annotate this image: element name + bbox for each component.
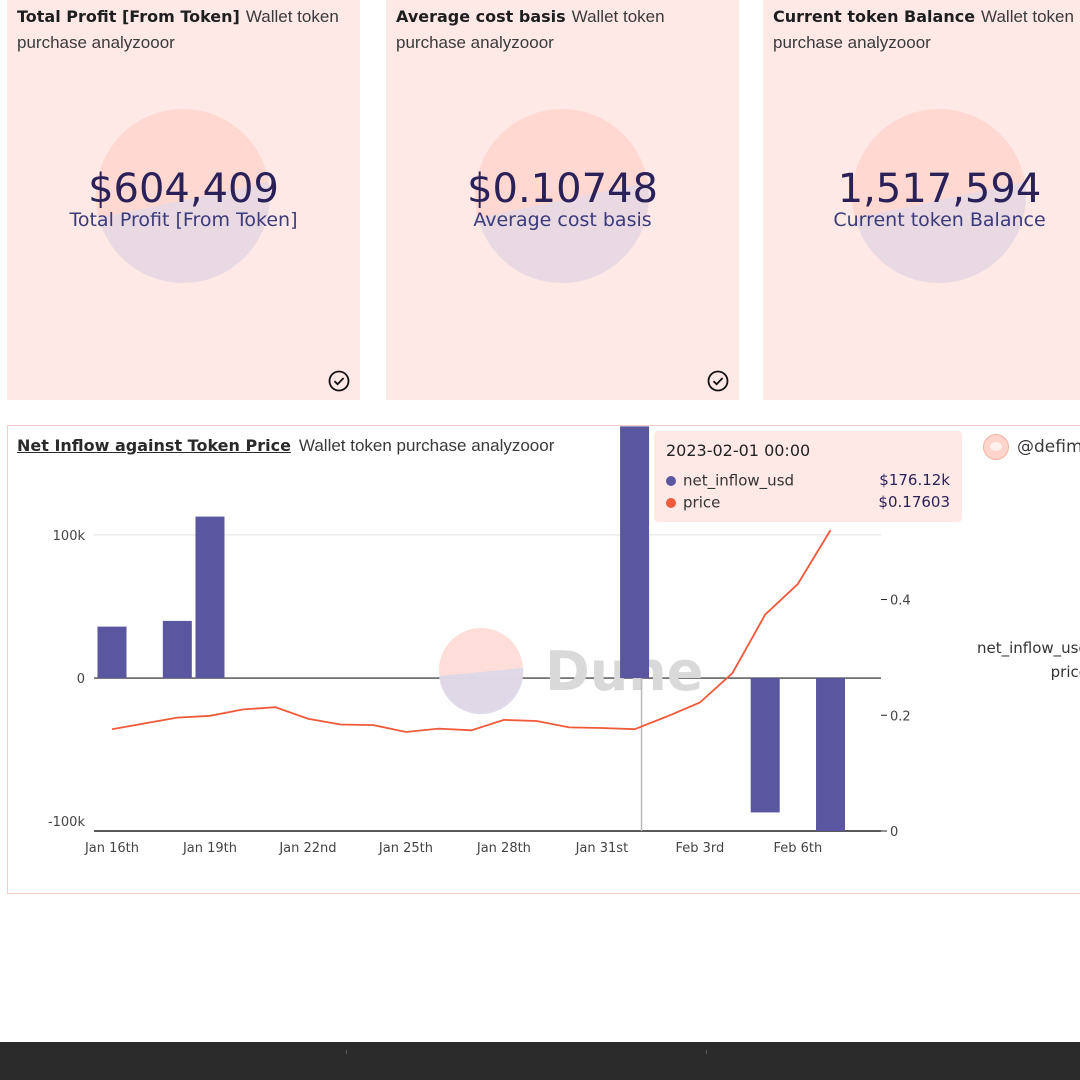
chart-title-link[interactable]: Net Inflow against Token Price <box>17 436 291 455</box>
series-dot-icon <box>666 497 676 508</box>
tooltip-date: 2023-02-01 00:00 <box>666 441 811 460</box>
kpi-card-token-balance: Current token Balance Wallet token purcha… <box>763 0 1080 400</box>
card-subtitle[interactable]: Wallet token purchase analyzooor <box>17 7 339 52</box>
legend-item-price[interactable]: price <box>1050 663 1080 681</box>
kpi-value: $604,409 <box>88 166 279 212</box>
tooltip-series-value: $0.17603 <box>878 493 950 511</box>
chart-legend: net_inflow_usd price <box>948 636 1080 684</box>
taskbar <box>0 1042 1080 1080</box>
check-circle-icon[interactable] <box>328 370 350 392</box>
kpi-value: $0.10748 <box>467 166 658 212</box>
tooltip-series-value: $176.12k <box>879 471 950 489</box>
check-circle-icon[interactable] <box>707 370 729 392</box>
chart-subtitle[interactable]: Wallet token purchase analyzooor <box>298 436 555 455</box>
tooltip-series-name: net_inflow_usd <box>683 471 795 490</box>
watermark-circle <box>475 109 649 283</box>
kpi-label: Average cost basis <box>473 209 652 231</box>
kpi-card-total-profit: Total Profit [From Token] Wallet token pu… <box>7 0 360 400</box>
legend-item-net-inflow[interactable]: net_inflow_usd <box>976 639 1080 657</box>
card-title[interactable]: Total Profit [From Token] <box>17 7 240 26</box>
card-title[interactable]: Average cost basis <box>396 7 566 26</box>
kpi-label: Current token Balance <box>833 209 1046 231</box>
watermark-circle <box>852 109 1026 283</box>
card-subtitle[interactable]: Wallet token purchase analyzooor <box>396 7 665 52</box>
kpi-label: Total Profit [From Token] <box>69 209 298 231</box>
card-header: Total Profit [From Token] Wallet token pu… <box>17 4 350 56</box>
author-name: @defimo <box>1017 437 1080 457</box>
author[interactable]: @defimo <box>983 434 1080 460</box>
tooltip-row-net-inflow: net_inflow_usd $176.12k <box>666 471 950 491</box>
avatar <box>983 434 1009 460</box>
series-dot-icon <box>666 475 676 486</box>
kpi-card-average-cost: Average cost basis Wallet token purchase … <box>386 0 739 400</box>
kpi-value: 1,517,594 <box>837 166 1042 212</box>
card-header: Average cost basis Wallet token purchase … <box>396 4 729 56</box>
tooltip-series-name: price <box>683 493 721 512</box>
card-subtitle[interactable]: Wallet token purchase analyzooor <box>773 7 1074 52</box>
card-header: Current token Balance Wallet token purcha… <box>773 4 1080 56</box>
chart-tooltip: 2023-02-01 00:00 net_inflow_usd $176.12k… <box>654 431 962 522</box>
card-title[interactable]: Current token Balance <box>773 7 976 26</box>
chart-header: Net Inflow against Token Price Wallet tok… <box>17 436 554 456</box>
tooltip-row-price: price $0.17603 <box>666 493 950 513</box>
watermark-circle <box>96 109 270 283</box>
